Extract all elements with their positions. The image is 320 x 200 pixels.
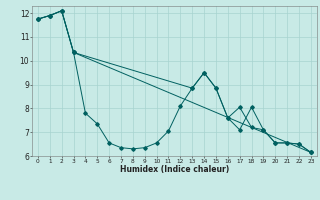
X-axis label: Humidex (Indice chaleur): Humidex (Indice chaleur) — [120, 165, 229, 174]
